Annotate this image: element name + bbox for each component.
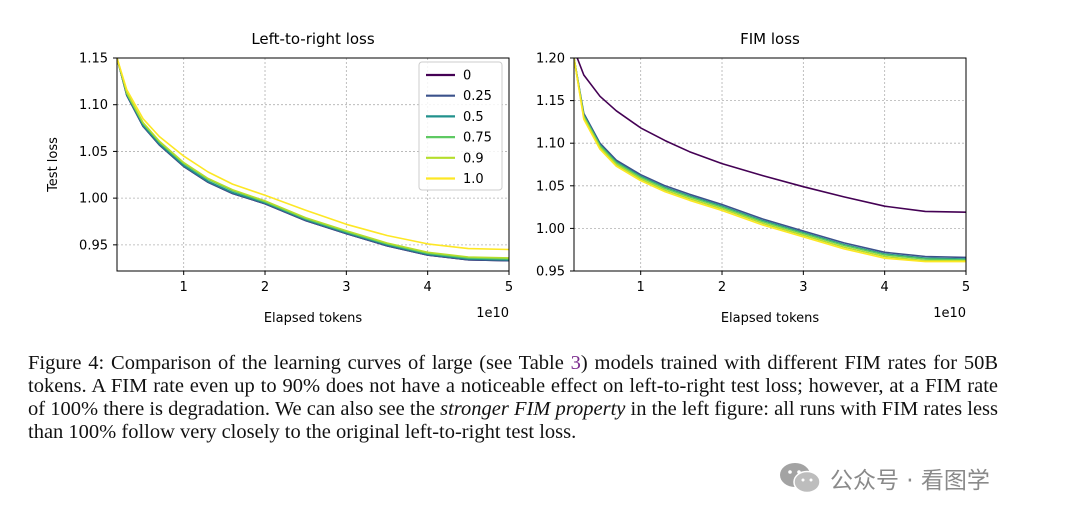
y-tick-label: 1.00 bbox=[79, 192, 108, 207]
series-line-0.9 bbox=[574, 58, 966, 262]
caption-prefix: Figure 4: Comparison of the learning cur… bbox=[28, 352, 571, 374]
series-line-0.5 bbox=[574, 58, 966, 260]
x-tick-label: 5 bbox=[962, 280, 970, 295]
x-offset-label: 1e10 bbox=[933, 306, 966, 321]
x-axis-label: Elapsed tokens bbox=[264, 311, 363, 326]
axes-frame bbox=[116, 57, 510, 272]
y-tick-label: 1.05 bbox=[536, 179, 565, 194]
y-tick-label: 1.15 bbox=[79, 52, 108, 67]
y-tick-label: 0.95 bbox=[536, 265, 565, 280]
x-offset-label: 1e10 bbox=[476, 306, 509, 321]
series-line-0 bbox=[576, 58, 966, 213]
x-tick-label: 1 bbox=[180, 280, 188, 295]
y-tick-label: 1.15 bbox=[536, 94, 565, 109]
figure-caption: Figure 4: Comparison of the learning cur… bbox=[28, 352, 998, 444]
legend-label: 1.0 bbox=[463, 172, 484, 187]
watermark-text: 公众号 · 看图学 bbox=[830, 468, 990, 494]
series-line-0.75 bbox=[574, 58, 966, 261]
y-tick-label: 0.95 bbox=[79, 238, 108, 253]
caption-mid: ) models trained with different FIM rate… bbox=[28, 352, 998, 420]
x-tick-label: 2 bbox=[261, 280, 269, 295]
x-tick-label: 4 bbox=[881, 280, 889, 295]
series-line-0.9 bbox=[117, 58, 509, 259]
series-line-0.25 bbox=[574, 58, 966, 259]
y-tick-label: 1.10 bbox=[79, 98, 108, 113]
caption-suffix: in the left figure: all runs with FIM ra… bbox=[28, 398, 999, 443]
y-tick-label: 1.20 bbox=[536, 52, 565, 67]
y-tick-label: 1.05 bbox=[79, 145, 108, 160]
chart-title: FIM loss bbox=[740, 30, 800, 48]
x-tick-label: 1 bbox=[637, 280, 645, 295]
wechat-icon bbox=[780, 463, 821, 494]
y-tick-label: 1.00 bbox=[536, 222, 565, 237]
x-axis-label: Elapsed tokens bbox=[721, 311, 820, 326]
x-tick-label: 4 bbox=[424, 280, 432, 295]
series-line-1.0 bbox=[574, 58, 966, 263]
chart-title: Left-to-right loss bbox=[251, 30, 375, 48]
y-tick-label: 1.10 bbox=[536, 137, 565, 152]
x-tick-label: 3 bbox=[342, 280, 350, 295]
axes-frame bbox=[573, 57, 967, 272]
legend-label: 0.25 bbox=[463, 89, 492, 104]
series-line-1.0 bbox=[117, 58, 509, 251]
table-reference-link[interactable]: 3 bbox=[570, 352, 581, 374]
x-tick-label: 2 bbox=[718, 280, 726, 295]
x-tick-label: 3 bbox=[799, 280, 807, 295]
y-axis-label: Test loss bbox=[46, 137, 61, 193]
legend-label: 0.9 bbox=[463, 151, 484, 166]
legend-box bbox=[418, 61, 503, 191]
x-tick-label: 5 bbox=[505, 280, 513, 295]
legend-label: 0.5 bbox=[463, 110, 484, 125]
legend-label: 0 bbox=[463, 69, 471, 84]
caption-emphasis: stronger FIM property bbox=[440, 398, 626, 420]
watermark: 公众号 · 看图学 bbox=[778, 458, 990, 498]
legend-label: 0.75 bbox=[463, 131, 492, 146]
series-line-0.5 bbox=[117, 58, 509, 261]
